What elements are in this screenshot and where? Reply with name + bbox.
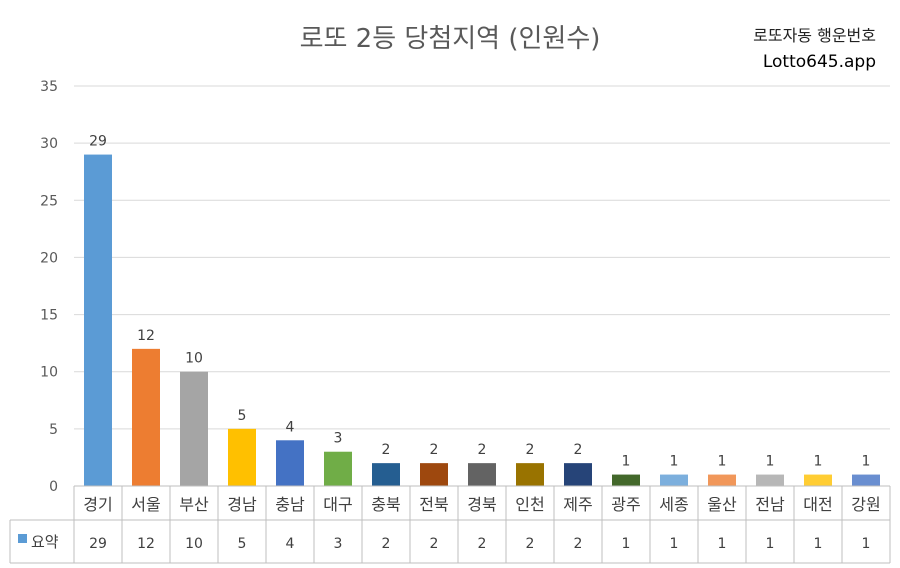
series-name: 요약 — [31, 533, 59, 551]
bar — [84, 154, 112, 487]
data-label: 2 — [526, 442, 535, 458]
bar — [708, 474, 736, 486]
data-label: 10 — [185, 351, 203, 367]
bar — [612, 474, 640, 486]
bar — [852, 474, 880, 486]
bar — [276, 440, 304, 486]
data-label: 1 — [622, 454, 631, 470]
table-value: 1 — [766, 536, 775, 552]
x-category-label: 인천 — [515, 495, 544, 514]
table-value: 5 — [238, 536, 247, 552]
x-category-label: 대구 — [323, 495, 352, 514]
y-tick-label: 5 — [49, 422, 58, 438]
table-value: 2 — [430, 536, 439, 552]
bar — [132, 348, 160, 486]
bar — [420, 463, 448, 486]
x-category-label: 경남 — [227, 495, 257, 514]
x-category-label: 강원 — [851, 495, 880, 514]
brand-block: 로또자동 행운번호 Lotto645.app — [753, 22, 876, 76]
chart-title: 로또 2등 당첨지역 (인원수) — [299, 24, 601, 54]
bar — [468, 463, 496, 486]
x-category-label: 경기 — [83, 495, 112, 514]
table-value: 10 — [185, 536, 203, 552]
table-value: 3 — [334, 536, 343, 552]
bar — [180, 371, 208, 486]
x-category-label: 제주 — [563, 495, 592, 514]
data-label: 1 — [862, 454, 871, 470]
y-tick-label: 15 — [40, 308, 58, 324]
y-tick-label: 20 — [40, 250, 58, 266]
y-tick-label: 0 — [49, 479, 58, 495]
x-category-label: 전남 — [755, 495, 785, 514]
data-label: 2 — [478, 442, 487, 458]
legend-swatch — [18, 534, 27, 543]
bar — [756, 474, 784, 486]
x-category-label: 광주 — [611, 495, 640, 514]
table-value: 1 — [862, 536, 871, 552]
x-category-label: 충남 — [275, 495, 305, 514]
x-category-label: 세종 — [659, 495, 688, 514]
data-label: 1 — [766, 454, 775, 470]
bar — [228, 428, 256, 486]
x-category-label: 울산 — [707, 495, 737, 514]
table-value: 2 — [382, 536, 391, 552]
data-label: 12 — [137, 328, 155, 344]
table-value: 1 — [622, 536, 631, 552]
table-value: 1 — [670, 536, 679, 552]
x-category-label: 경북 — [467, 495, 496, 514]
x-category-label: 서울 — [131, 495, 160, 514]
y-tick-label: 35 — [40, 79, 58, 95]
x-category-label: 대전 — [803, 495, 832, 514]
bar — [372, 463, 400, 486]
x-category-label: 충북 — [371, 495, 400, 514]
brand-line2: Lotto645.app — [762, 52, 876, 72]
table-value: 29 — [89, 536, 107, 552]
y-tick-label: 10 — [40, 365, 58, 381]
x-category-label: 전북 — [419, 495, 448, 514]
table-value: 12 — [137, 536, 155, 552]
data-label: 2 — [382, 442, 391, 458]
table-value: 1 — [814, 536, 823, 552]
table-value: 4 — [286, 536, 295, 552]
data-label: 3 — [334, 431, 343, 447]
table-value: 1 — [718, 536, 727, 552]
bar — [804, 474, 832, 486]
table-value: 2 — [478, 536, 487, 552]
data-label: 2 — [430, 442, 439, 458]
table-value: 2 — [526, 536, 535, 552]
data-label: 1 — [670, 454, 679, 470]
table-value: 2 — [574, 536, 583, 552]
bar — [324, 451, 352, 486]
x-category-label: 부산 — [179, 495, 209, 514]
data-label: 1 — [814, 454, 823, 470]
data-label: 5 — [238, 408, 247, 424]
brand-line1: 로또자동 행운번호 — [753, 26, 876, 45]
data-label: 2 — [574, 442, 583, 458]
data-label: 4 — [286, 419, 295, 435]
bar — [660, 474, 688, 486]
data-label: 29 — [89, 134, 107, 150]
y-tick-label: 30 — [40, 136, 58, 152]
y-tick-label: 25 — [40, 193, 58, 209]
bar — [564, 463, 592, 486]
data-label: 1 — [718, 454, 727, 470]
bar — [516, 463, 544, 486]
